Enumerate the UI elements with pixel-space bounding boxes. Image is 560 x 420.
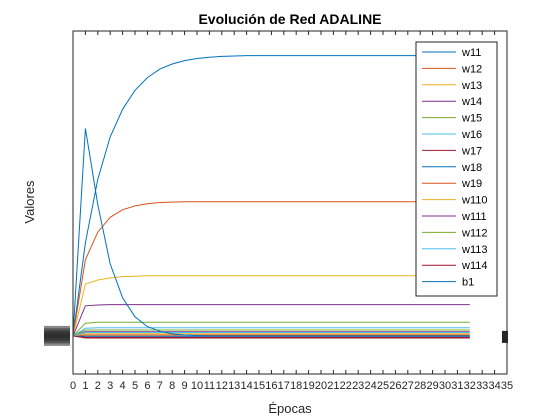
x-tick-label: 23	[352, 380, 364, 392]
x-tick-label: 0	[70, 380, 76, 392]
x-tick-label: 25	[377, 380, 389, 392]
x-tick-label: 33	[476, 380, 488, 392]
legend-label-w16: w16	[461, 129, 482, 141]
series-line-w113	[72, 332, 470, 337]
x-tick-label: 8	[169, 380, 175, 392]
x-tick-label: 22	[340, 380, 352, 392]
legend-label-w17: w17	[461, 145, 482, 157]
x-tick-label: 6	[144, 380, 150, 392]
series-line-w16	[72, 327, 470, 337]
series-line-w11	[72, 55, 470, 336]
x-ticks: 0 1 2 3 4 5 6 7 8 9 10 11 12 13 14 15 16 17 18 19 20 21 22 23 24…	[70, 31, 513, 392]
x-tick-label: 5	[132, 380, 138, 392]
x-tick-label: 24	[364, 380, 376, 392]
x-tick-label: 30	[439, 380, 451, 392]
series-line-w15	[72, 321, 470, 337]
legend-label-w12: w12	[461, 63, 482, 75]
x-tick-label: 17	[278, 380, 290, 392]
x-tick-label: 7	[157, 380, 163, 392]
series-layer	[72, 55, 470, 339]
series-line-w12	[72, 201, 470, 336]
y-tick-label-glyph-right	[502, 330, 508, 343]
x-tick-label: 32	[464, 380, 476, 392]
series-line-b1	[72, 128, 470, 337]
x-tick-label: 14	[240, 380, 252, 392]
x-tick-label: 31	[451, 380, 463, 392]
x-tick-label: 35	[501, 380, 513, 392]
legend-label-w13: w13	[461, 80, 482, 92]
legend: w11 w12 w13 w14 w15 w16 w17 w18 w19 w110 w111 w112 w…	[415, 41, 498, 297]
axes-box	[72, 30, 508, 375]
series-line-w112	[72, 329, 470, 337]
x-tick-label: 13	[228, 380, 240, 392]
legend-label-w114: w114	[461, 260, 487, 272]
x-tick-label: 15	[253, 380, 265, 392]
y-ticks	[44, 325, 508, 346]
series-line-w19	[72, 334, 470, 337]
series-line-w114	[72, 335, 470, 339]
x-tick-label: 9	[182, 380, 188, 392]
legend-label-w110: w110	[461, 195, 487, 207]
x-tick-label: 2	[95, 380, 101, 392]
x-tick-label: 18	[290, 380, 302, 392]
legend-label-w18: w18	[461, 162, 482, 174]
x-tick-label: 16	[265, 380, 277, 392]
x-tick-label: 4	[120, 380, 126, 392]
x-tick-label: 1	[82, 380, 88, 392]
series-line-w13	[72, 275, 470, 337]
y-axis-label: Valores	[22, 180, 37, 224]
x-tick-label: 26	[389, 380, 401, 392]
series-line-w111	[72, 331, 470, 337]
x-tick-label: 12	[216, 380, 228, 392]
x-tick-label: 29	[426, 380, 438, 392]
x-tick-label: 3	[107, 380, 113, 392]
series-line-w17	[72, 335, 470, 338]
legend-label-b1: b1	[462, 277, 474, 289]
legend-box	[415, 41, 498, 297]
y-tick-label-glyph	[44, 335, 70, 346]
x-tick-label: 34	[488, 380, 500, 392]
legend-label-w112: w112	[461, 227, 487, 239]
x-tick-label: 19	[302, 380, 314, 392]
legend-label-w14: w14	[461, 96, 482, 108]
x-axis-label: Épocas	[268, 401, 312, 416]
x-tick-label: 27	[402, 380, 414, 392]
series-line-w14	[72, 304, 470, 337]
x-tick-label: 28	[414, 380, 426, 392]
x-tick-label: 11	[204, 380, 215, 392]
series-line-w110	[72, 333, 470, 337]
legend-label-w11: w11	[461, 47, 481, 59]
x-tick-label: 10	[191, 380, 203, 392]
legend-label-w113: w113	[461, 244, 487, 256]
legend-label-w15: w15	[461, 113, 482, 125]
legend-label-w19: w19	[461, 178, 482, 190]
x-tick-label: 20	[315, 380, 327, 392]
x-tick-label: 21	[327, 380, 339, 392]
legend-label-w111: w111	[461, 211, 487, 223]
chart-title: Evolución de Red ADALINE	[198, 11, 381, 27]
